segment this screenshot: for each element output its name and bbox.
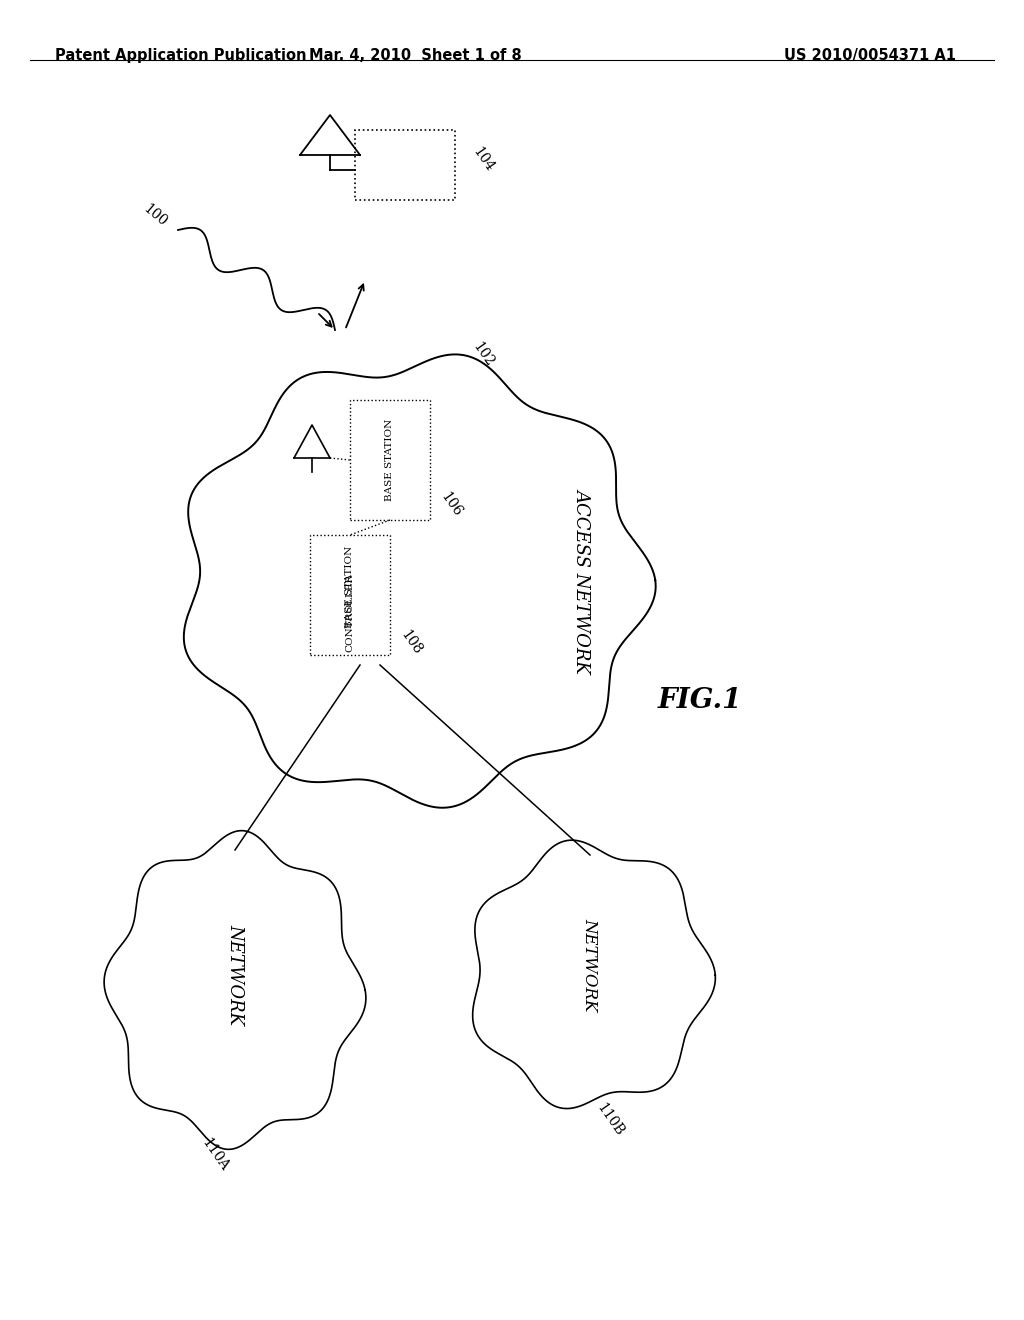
Text: US 2010/0054371 A1: US 2010/0054371 A1 [784, 48, 956, 63]
Text: Patent Application Publication: Patent Application Publication [55, 48, 306, 63]
Text: BASE STATION: BASE STATION [345, 546, 354, 628]
Text: 108: 108 [398, 628, 425, 657]
Text: 110B: 110B [594, 1101, 627, 1139]
Polygon shape [473, 840, 716, 1109]
Text: ACCESS NETWORK: ACCESS NETWORK [573, 487, 591, 672]
Text: NETWORK: NETWORK [226, 924, 244, 1026]
Text: 110A: 110A [199, 1137, 231, 1173]
Text: 106: 106 [438, 490, 465, 520]
Text: FIG.1: FIG.1 [657, 686, 742, 714]
Text: Mar. 4, 2010  Sheet 1 of 8: Mar. 4, 2010 Sheet 1 of 8 [308, 48, 521, 63]
Text: CONTROLLER: CONTROLLER [345, 574, 354, 652]
Text: NETWORK: NETWORK [582, 919, 598, 1011]
Bar [355, 129, 455, 201]
Text: 104: 104 [470, 145, 497, 174]
Text: 102: 102 [470, 341, 497, 370]
Bar [350, 400, 430, 520]
Text: BASE STATION: BASE STATION [385, 418, 394, 502]
Polygon shape [104, 830, 366, 1150]
Text: 100: 100 [140, 201, 170, 228]
Polygon shape [183, 354, 655, 808]
Bar [310, 535, 390, 655]
